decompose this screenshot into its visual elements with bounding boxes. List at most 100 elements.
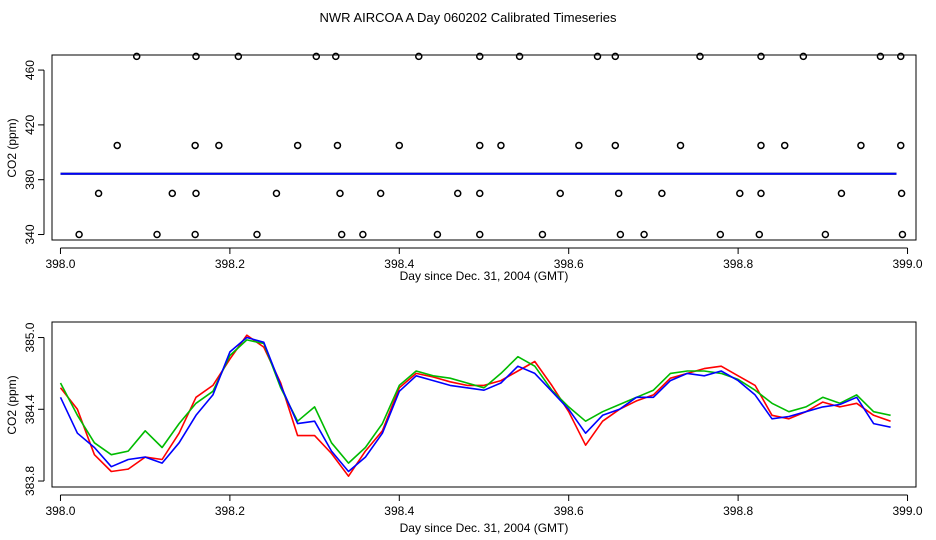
top-markers-layer <box>75 52 907 239</box>
bottom-series-layer <box>59 334 891 477</box>
bottom-series-line-1 <box>59 334 891 477</box>
top-reference-point <box>132 52 141 61</box>
bottom-x-tick-label: 398.2 <box>215 504 245 518</box>
top-reference-point <box>312 52 321 61</box>
top-reference-point <box>75 230 83 239</box>
top-reference-point <box>658 189 666 198</box>
top-reference-point <box>476 52 484 61</box>
top-reference-point <box>837 189 846 198</box>
top-reference-point <box>453 189 462 198</box>
top-reference-point <box>415 52 423 61</box>
top-reference-point <box>821 230 830 239</box>
bottom-y-tick-label: 383.8 <box>23 466 37 496</box>
bottom-x-tick-label: 398.6 <box>554 504 584 518</box>
top-reference-point <box>538 230 547 239</box>
top-y-axis: 340 380 420 460 <box>23 60 45 245</box>
top-reference-point <box>337 230 346 239</box>
top-x-tick-label: 398.4 <box>384 257 414 271</box>
top-reference-point <box>113 141 121 150</box>
bottom-series-line-3 <box>59 336 891 473</box>
top-reference-point <box>640 230 648 239</box>
bottom-x-axis-label: Day since Dec. 31, 2004 (GMT) <box>400 521 569 535</box>
top-x-axis-label: Day since Dec. 31, 2004 (GMT) <box>400 269 569 283</box>
top-plot-frame <box>51 54 917 241</box>
top-reference-point <box>676 141 685 150</box>
top-x-tick-label: 398.6 <box>554 257 584 271</box>
bottom-x-tick-label: 398.0 <box>45 504 75 518</box>
top-reference-point <box>716 230 725 239</box>
top-reference-point <box>876 52 885 61</box>
top-y-tick-label: 340 <box>23 224 37 244</box>
top-reference-point <box>575 141 583 150</box>
top-reference-point <box>897 189 906 198</box>
top-reference-point <box>799 52 808 61</box>
top-reference-point <box>757 189 765 198</box>
bottom-y-axis: 383.8 384.4 385.0 <box>23 322 45 496</box>
bottom-y-axis-label: CO2 (ppm) <box>5 375 19 434</box>
top-reference-point <box>611 52 620 61</box>
top-reference-point <box>614 189 623 198</box>
top-reference-point <box>476 189 484 198</box>
top-x-tick-label: 398.2 <box>215 257 245 271</box>
top-x-axis: 398.0 398.2 398.4 398.6 398.8 399.0 <box>45 247 923 271</box>
top-reference-point <box>616 230 625 239</box>
top-reference-point <box>857 141 865 150</box>
top-reference-point <box>611 141 620 150</box>
bottom-series-line-2 <box>59 339 891 464</box>
top-reference-point <box>757 52 765 61</box>
bottom-x-tick-label: 398.8 <box>723 504 753 518</box>
bottom-plot-area <box>51 321 917 488</box>
top-reference-point <box>192 52 200 61</box>
bottom-x-tick-label: 399.0 <box>893 504 923 518</box>
top-reference-point <box>215 141 223 150</box>
top-reference-point <box>780 141 789 150</box>
bottom-x-axis: 398.0 398.2 398.4 398.6 398.8 399.0 <box>45 494 923 518</box>
top-reference-point <box>293 141 302 150</box>
top-x-tick-label: 398.8 <box>723 257 753 271</box>
top-reference-point <box>433 230 442 239</box>
top-reference-point <box>336 189 344 198</box>
top-reference-point <box>556 189 564 198</box>
top-reference-point <box>333 141 342 150</box>
top-reference-point <box>168 189 177 198</box>
bottom-y-tick-label: 384.4 <box>23 394 37 424</box>
top-reference-point <box>234 52 243 61</box>
top-x-tick-label: 399.0 <box>893 257 923 271</box>
top-reference-point <box>476 141 484 150</box>
top-reference-point <box>376 189 385 198</box>
top-reference-point <box>94 189 103 198</box>
top-reference-point <box>191 230 199 239</box>
top-reference-point <box>191 141 199 150</box>
top-reference-point <box>192 189 200 198</box>
top-reference-point <box>153 230 161 239</box>
top-reference-point <box>897 52 905 61</box>
top-plot-area <box>51 52 917 241</box>
top-reference-point <box>359 230 367 239</box>
top-reference-point <box>515 52 524 61</box>
top-reference-point <box>272 189 281 198</box>
top-reference-point <box>898 230 907 239</box>
top-reference-point <box>476 230 484 239</box>
top-reference-point <box>497 141 505 150</box>
top-y-tick-label: 420 <box>23 115 37 135</box>
bottom-y-tick-label: 385.0 <box>23 322 37 352</box>
figure-title: NWR AIRCOA A Day 060202 Calibrated Times… <box>320 10 617 25</box>
top-reference-point <box>736 189 744 198</box>
top-reference-point <box>332 52 340 61</box>
top-reference-point <box>757 141 765 150</box>
top-reference-point <box>696 52 704 61</box>
bottom-plot-frame <box>51 321 917 488</box>
top-y-axis-label: CO2 (ppm) <box>5 118 19 177</box>
top-y-tick-label: 460 <box>23 60 37 80</box>
top-y-tick-label: 380 <box>23 169 37 189</box>
top-panel: 398.0 398.2 398.4 398.6 398.8 399.0 340 380 420… <box>5 52 923 283</box>
top-reference-point <box>755 230 764 239</box>
top-reference-point <box>395 141 404 150</box>
top-reference-point <box>593 52 602 61</box>
top-reference-point <box>253 230 261 239</box>
top-reference-point <box>897 141 905 150</box>
top-x-tick-label: 398.0 <box>45 257 75 271</box>
bottom-panel: 398.0 398.2 398.4 398.6 398.8 399.0 383.8 384.… <box>5 321 923 535</box>
bottom-x-tick-label: 398.4 <box>384 504 414 518</box>
